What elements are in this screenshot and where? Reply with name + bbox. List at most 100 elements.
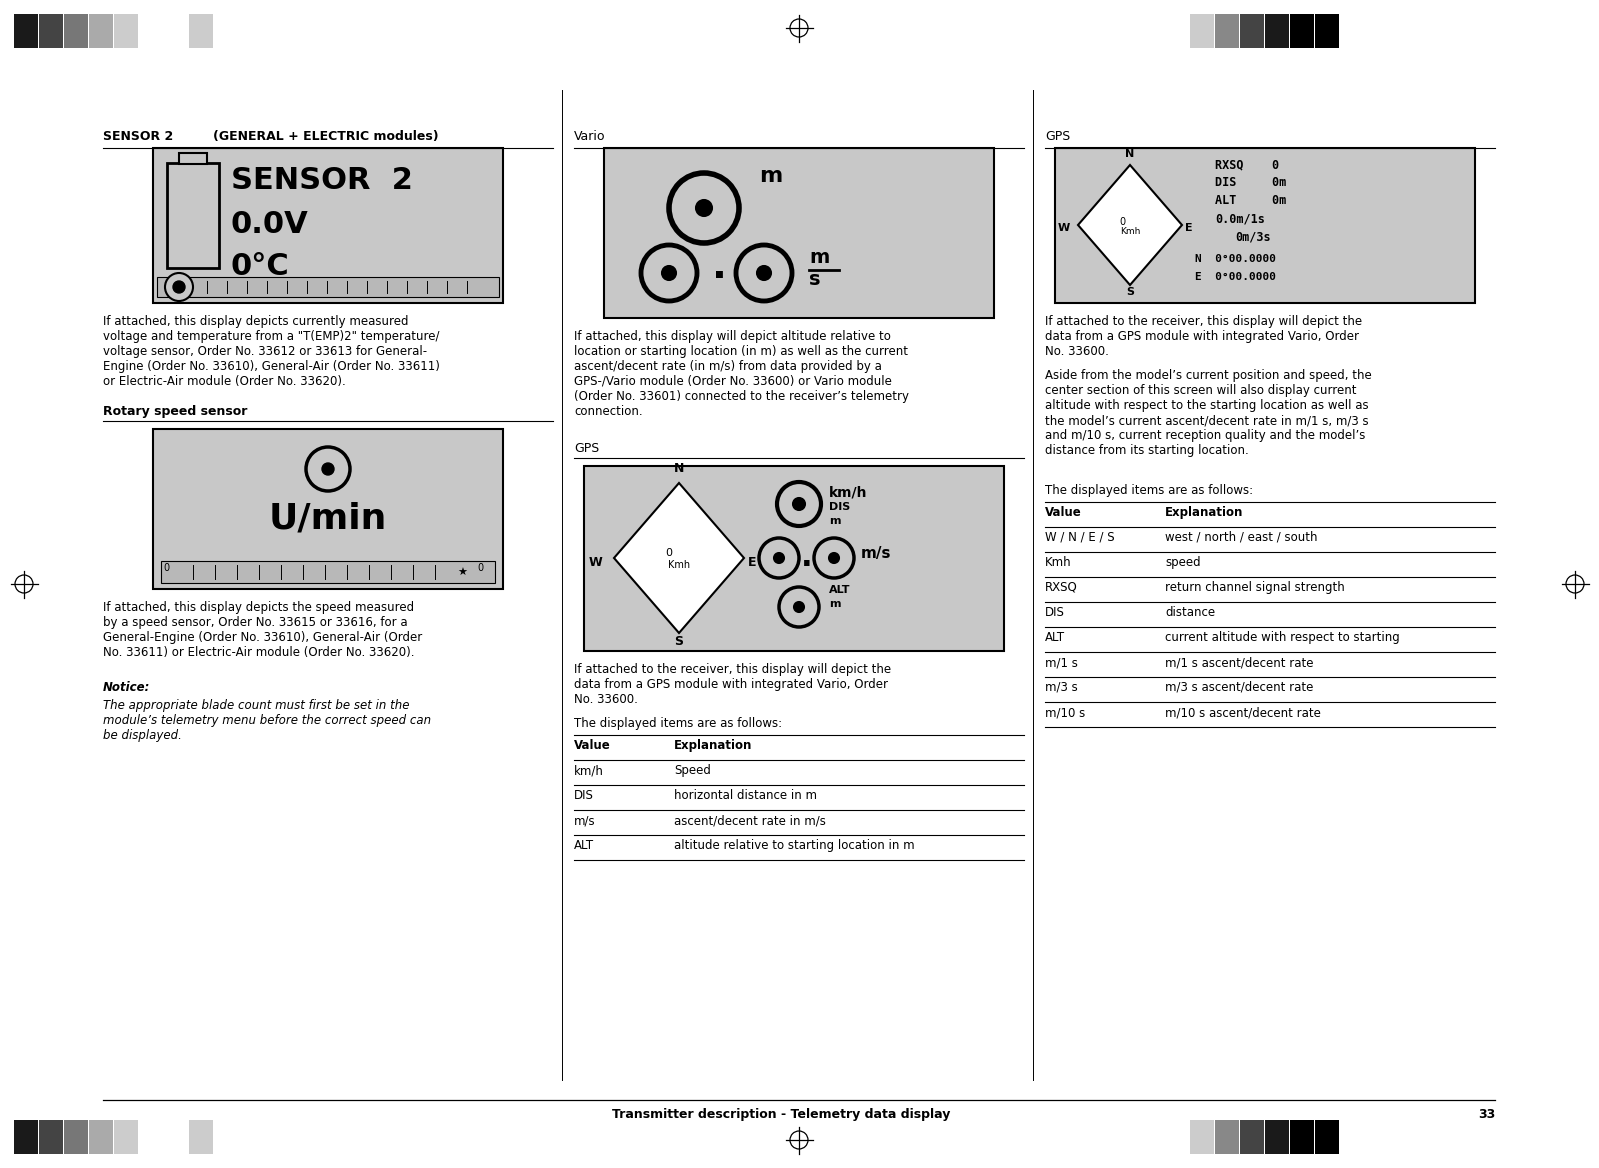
Bar bbox=[1215, 14, 1239, 48]
Text: E: E bbox=[1185, 223, 1193, 232]
Text: Speed: Speed bbox=[675, 764, 712, 777]
Bar bbox=[1290, 14, 1314, 48]
Text: ALT: ALT bbox=[574, 839, 595, 851]
Text: DIS: DIS bbox=[574, 790, 593, 802]
Text: If attached, this display depicts the speed measured
by a speed sensor, Order No: If attached, this display depicts the sp… bbox=[102, 602, 422, 659]
Text: 0m/3s: 0m/3s bbox=[1234, 230, 1271, 243]
Circle shape bbox=[696, 200, 712, 216]
Text: N: N bbox=[673, 463, 684, 475]
Bar bbox=[179, 153, 206, 164]
Text: 0°C: 0°C bbox=[230, 252, 289, 281]
Polygon shape bbox=[614, 484, 744, 633]
Bar bbox=[1314, 1120, 1338, 1154]
Text: m/10 s ascent/decent rate: m/10 s ascent/decent rate bbox=[1166, 705, 1321, 719]
Text: s: s bbox=[809, 270, 820, 288]
Text: If attached to the receiver, this display will depict the
data from a GPS module: If attached to the receiver, this displa… bbox=[574, 663, 891, 705]
Text: U/min: U/min bbox=[269, 501, 387, 535]
Text: m/s: m/s bbox=[574, 814, 595, 827]
Text: N: N bbox=[1126, 150, 1135, 159]
Bar bbox=[584, 466, 1004, 651]
Circle shape bbox=[774, 552, 784, 563]
Text: ★: ★ bbox=[457, 568, 467, 578]
Bar bbox=[154, 148, 504, 303]
Text: GPS: GPS bbox=[574, 442, 600, 456]
Text: Notice:: Notice: bbox=[102, 681, 150, 694]
Text: m/10 s: m/10 s bbox=[1046, 705, 1086, 719]
Text: m/1 s: m/1 s bbox=[1046, 656, 1078, 669]
Circle shape bbox=[662, 266, 676, 280]
Bar bbox=[1239, 1120, 1263, 1154]
Bar bbox=[38, 14, 62, 48]
Bar bbox=[1166, 14, 1190, 48]
Bar bbox=[14, 14, 38, 48]
Bar bbox=[1265, 14, 1289, 48]
Text: .: . bbox=[801, 543, 812, 572]
Text: m: m bbox=[809, 248, 830, 267]
Text: ALT: ALT bbox=[828, 585, 851, 595]
Text: Explanation: Explanation bbox=[1166, 506, 1244, 519]
Bar bbox=[165, 14, 189, 48]
Bar bbox=[139, 14, 163, 48]
Text: N  0°00.0000: N 0°00.0000 bbox=[1194, 253, 1276, 264]
Text: The displayed items are as follows:: The displayed items are as follows: bbox=[574, 717, 782, 730]
Bar bbox=[64, 14, 88, 48]
Bar bbox=[1190, 1120, 1214, 1154]
Text: 0: 0 bbox=[665, 548, 673, 558]
Text: If attached, this display depicts currently measured
voltage and temperature fro: If attached, this display depicts curren… bbox=[102, 315, 440, 388]
Text: horizontal distance in m: horizontal distance in m bbox=[675, 790, 817, 802]
Text: m/1 s ascent/decent rate: m/1 s ascent/decent rate bbox=[1166, 656, 1313, 669]
Text: E: E bbox=[748, 556, 756, 569]
Text: km/h: km/h bbox=[574, 764, 604, 777]
Text: S: S bbox=[1126, 287, 1134, 297]
Bar bbox=[1140, 1120, 1164, 1154]
Text: .: . bbox=[712, 248, 728, 286]
Circle shape bbox=[828, 552, 839, 563]
Bar bbox=[1190, 14, 1214, 48]
Bar bbox=[1055, 148, 1474, 303]
Text: E  0°00.0000: E 0°00.0000 bbox=[1194, 272, 1276, 281]
Text: Value: Value bbox=[574, 739, 611, 752]
Text: Rotary speed sensor: Rotary speed sensor bbox=[102, 405, 248, 418]
Text: GPS: GPS bbox=[1046, 130, 1070, 142]
Circle shape bbox=[173, 281, 185, 293]
Text: 0.0m/1s: 0.0m/1s bbox=[1215, 213, 1265, 225]
Bar bbox=[1140, 14, 1164, 48]
Text: The displayed items are as follows:: The displayed items are as follows: bbox=[1046, 484, 1254, 498]
Text: current altitude with respect to starting: current altitude with respect to startin… bbox=[1166, 631, 1399, 644]
Text: 0: 0 bbox=[477, 563, 483, 573]
Text: speed: speed bbox=[1166, 556, 1201, 569]
Text: If attached, this display will depict altitude relative to
location or starting : If attached, this display will depict al… bbox=[574, 331, 908, 418]
Text: Vario: Vario bbox=[574, 130, 606, 142]
Bar bbox=[114, 1120, 138, 1154]
Bar bbox=[1314, 14, 1338, 48]
Text: m/3 s ascent/decent rate: m/3 s ascent/decent rate bbox=[1166, 681, 1313, 694]
Circle shape bbox=[165, 273, 193, 301]
Polygon shape bbox=[1078, 165, 1182, 285]
Text: W / N / E / S: W / N / E / S bbox=[1046, 531, 1115, 544]
Bar bbox=[1239, 14, 1263, 48]
Text: 0.0V: 0.0V bbox=[230, 210, 309, 239]
Text: west / north / east / south: west / north / east / south bbox=[1166, 531, 1318, 544]
Text: W: W bbox=[588, 556, 601, 569]
Text: m/s: m/s bbox=[860, 545, 892, 561]
Bar bbox=[1215, 1120, 1239, 1154]
Text: DIS     0m: DIS 0m bbox=[1215, 176, 1286, 189]
Bar bbox=[1166, 1120, 1190, 1154]
Text: If attached to the receiver, this display will depict the
data from a GPS module: If attached to the receiver, this displa… bbox=[1046, 315, 1362, 359]
Text: distance: distance bbox=[1166, 606, 1215, 619]
Text: m/3 s: m/3 s bbox=[1046, 681, 1078, 694]
Text: Kmh: Kmh bbox=[1046, 556, 1071, 569]
Text: m: m bbox=[828, 599, 841, 609]
Text: 0: 0 bbox=[163, 563, 169, 573]
Text: Aside from the model’s current position and speed, the
center section of this sc: Aside from the model’s current position … bbox=[1046, 369, 1372, 457]
Text: SENSOR 2: SENSOR 2 bbox=[102, 130, 173, 142]
Bar bbox=[165, 1120, 189, 1154]
Text: ALT     0m: ALT 0m bbox=[1215, 194, 1286, 207]
Bar bbox=[14, 1120, 38, 1154]
Bar bbox=[154, 429, 504, 589]
Text: km/h: km/h bbox=[828, 486, 868, 500]
Bar bbox=[161, 561, 496, 583]
Text: W: W bbox=[1059, 223, 1070, 232]
Circle shape bbox=[795, 602, 804, 612]
Text: altitude relative to starting location in m: altitude relative to starting location i… bbox=[675, 839, 915, 851]
